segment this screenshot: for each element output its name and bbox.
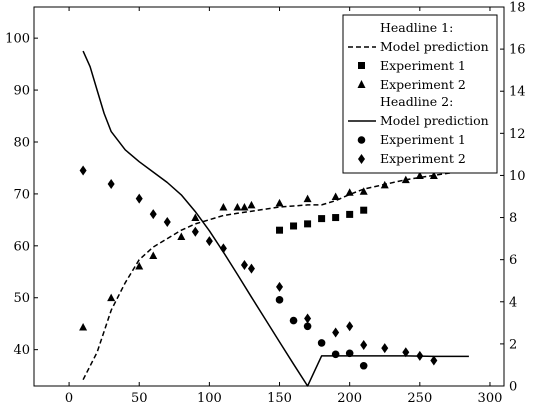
headline-1-experiment-2-point [107, 293, 116, 302]
legend-diamond-icon [358, 154, 365, 164]
headline-1-experiment-2-point [345, 188, 354, 196]
headline-1-experiment-2-point [233, 203, 242, 211]
legend-label-model-1: Model prediction [380, 39, 489, 54]
legend-label-exp2-h1: Experiment 2 [380, 77, 466, 92]
headline-2-experiment-2-point [135, 193, 143, 204]
headline-1-experiment-2-point [429, 171, 438, 179]
y-tick-label-left: 90 [13, 84, 30, 99]
headline-1-experiment-2-point [135, 261, 144, 270]
y-tick-label-right: 14 [509, 85, 526, 100]
headline-2-experiment-2-point [191, 226, 199, 237]
headline-2-experiment-1-point [317, 339, 326, 347]
legend-label-exp2-h2: Experiment 2 [380, 151, 466, 166]
headline-1-experiment-2-point [331, 192, 340, 200]
headline-1-experiment-1-point [318, 215, 326, 223]
headline-2-experiment-2-point [163, 216, 171, 227]
x-tick-label: 300 [478, 391, 503, 406]
y-tick-label-left: 100 [5, 32, 30, 47]
legend-box [342, 14, 498, 174]
legend-circle-icon [357, 136, 366, 144]
y-tick-label-right: 12 [509, 127, 526, 142]
x-tick-label: 100 [197, 391, 222, 406]
headline-2-experiment-1-point [331, 350, 340, 359]
legend-triangle-icon [357, 80, 366, 88]
headline-2-experiment-2-point [107, 179, 115, 190]
headline-1-experiment-2-point [149, 251, 158, 259]
y-tick-label-right: 2 [509, 337, 517, 352]
headline-1-experiment-1-point [290, 222, 298, 230]
legend-square-icon [358, 62, 365, 69]
legend: Headline 1: Model prediction Experiment … [342, 14, 498, 174]
headline-1-experiment-2-point [177, 232, 186, 241]
headline-2-experiment-2-point [219, 243, 227, 254]
legend-label-exp1-h2: Experiment 1 [380, 132, 466, 147]
headline-1-experiment-1-point [332, 214, 340, 222]
headline-2-experiment-1-point [359, 361, 368, 370]
headline-1-experiment-2-point [303, 194, 312, 203]
y-tick-label-left: 70 [13, 187, 30, 202]
legend-heading-1: Headline 1: [380, 20, 453, 35]
y-tick-label-right: 10 [509, 169, 526, 184]
headline-2-experiment-2-point [149, 209, 157, 220]
headline-1-experiment-2-point [380, 180, 389, 189]
headline-2-experiment-2-point [360, 339, 368, 350]
headline-1-experiment-1-point [276, 226, 284, 234]
x-tick-label: 250 [407, 391, 432, 406]
y-tick-label-right: 4 [509, 295, 517, 310]
y-tick-label-right: 16 [509, 43, 526, 58]
headline-2-experiment-1-point [275, 296, 284, 304]
headline-1-experiment-1-point [360, 206, 368, 214]
headline-2-experiment-1-point [345, 349, 354, 358]
headline-2-experiment-2-point [346, 321, 354, 332]
headline-2-experiment-2-point [276, 281, 284, 292]
y-tick-label-left: 60 [13, 239, 30, 254]
y-tick-label-right: 8 [509, 211, 517, 226]
x-tick-label: 150 [267, 391, 292, 406]
axes: 0 50 100 150 200 250 300 40 50 60 70 80 90 100 0 2 4 6 8 10… [5, 1, 525, 407]
y-tick-label-left: 40 [13, 343, 30, 358]
headline-2-experiment-2-point [247, 263, 255, 274]
headline-1-experiment-2-point [240, 203, 249, 211]
y-tick-label-right: 0 [509, 380, 517, 395]
headline-1-experiment-2-point [401, 175, 410, 184]
legend-label-model-2: Model prediction [380, 113, 489, 128]
headline-1-experiment-2-point [247, 200, 256, 209]
headline-1-experiment-2-point [79, 323, 88, 331]
headline-2-experiment-2-point [381, 343, 389, 354]
legend-label-exp1-h1: Experiment 1 [380, 58, 466, 73]
headline-2-experiment-2-point [240, 260, 248, 271]
headline-2-experiment-2-point [402, 347, 410, 358]
headline-1-experiment-2-point [415, 171, 424, 179]
headline-2-experiment-2-point [430, 355, 438, 366]
headline-1-experiment-2-point [359, 187, 368, 195]
y-tick-label-left: 50 [13, 291, 30, 306]
headline-1-experiment-2-point [191, 213, 200, 222]
headline-2-experiment-2-point [205, 236, 213, 247]
chart-marks [79, 50, 470, 387]
plot-frame [33, 6, 505, 387]
headline-1-experiment-2-point [275, 198, 284, 207]
x-tick-label: 50 [131, 391, 148, 406]
x-tick-label: 0 [65, 391, 73, 406]
headline-1-experiment-2-point [219, 203, 228, 211]
headline-2-experiment-2-point [304, 313, 312, 324]
y-tick-label-right: 18 [509, 1, 526, 16]
x-tick-label: 200 [337, 391, 362, 406]
headline-1-model-prediction-line [82, 169, 470, 381]
headline-1-experiment-1-point [346, 210, 354, 218]
headline-2-experiment-1-point [303, 322, 312, 331]
legend-heading-2: Headline 2: [380, 94, 453, 109]
headline-1-experiment-1-point [304, 220, 312, 228]
y-tick-label-right: 6 [509, 253, 517, 268]
y-tick-label-left: 80 [13, 135, 30, 150]
headline-2-experiment-2-point [332, 327, 340, 338]
headline-2-experiment-2-point [416, 350, 424, 361]
headline-2-experiment-1-point [289, 316, 298, 325]
headline-2-experiment-2-point [79, 165, 87, 176]
